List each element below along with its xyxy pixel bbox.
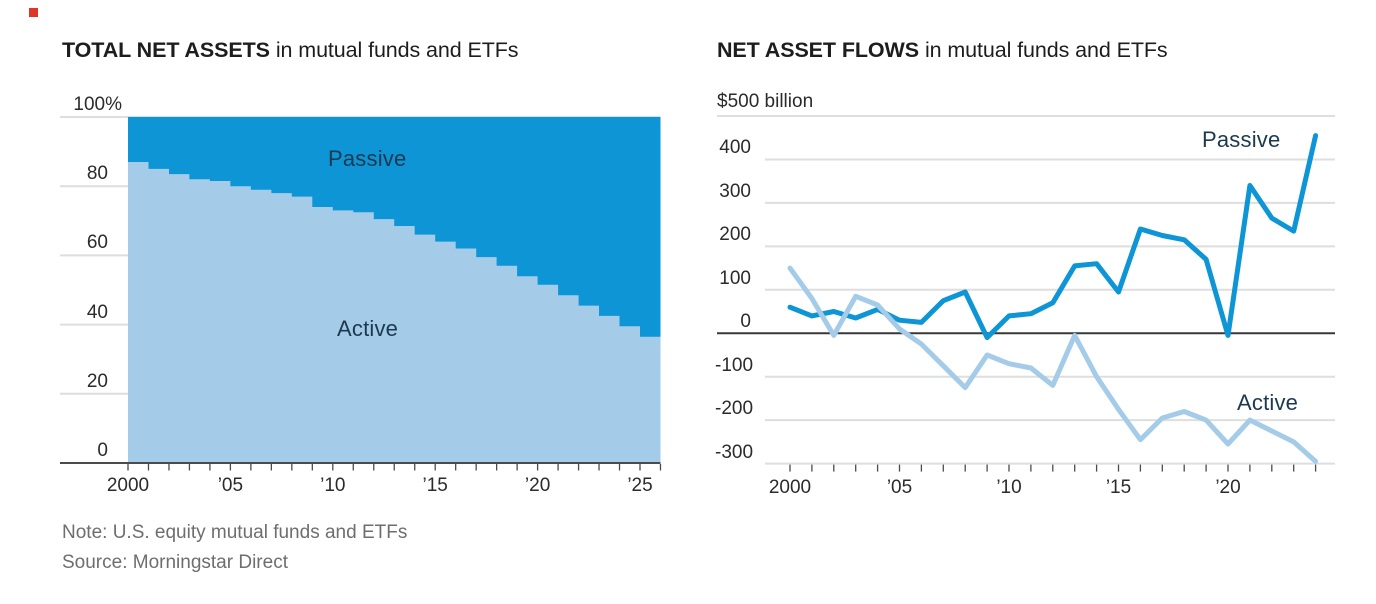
right-x-axis-label: ’15 bbox=[1105, 476, 1132, 498]
source-text: Source: Morningstar Direct bbox=[62, 552, 288, 573]
right-active-line-label: Active bbox=[1237, 390, 1299, 415]
right-x-axis-label: ’05 bbox=[886, 476, 913, 498]
left-active-area-label: Active bbox=[337, 316, 399, 341]
right-y-axis-label: 300 bbox=[719, 180, 751, 202]
right-y-axis-label: 100 bbox=[719, 267, 751, 289]
right-chart-title-rest: in mutual funds and ETFs bbox=[924, 38, 1168, 62]
right-x-axis-label: ’10 bbox=[996, 476, 1022, 498]
stacked-area-plot bbox=[60, 116, 662, 471]
left-y-axis-label: 60 bbox=[86, 232, 108, 254]
left-x-axis-label: 2000 bbox=[106, 475, 150, 496]
left-chart-title-bold: TOTAL NET ASSETS bbox=[62, 38, 270, 62]
left-chart-title-rest: in mutual funds and ETFs bbox=[275, 38, 519, 62]
right-y-axis-label: 200 bbox=[719, 224, 751, 246]
left-y-axis-label: 100% bbox=[73, 94, 122, 115]
left-x-axis-label: ’25 bbox=[627, 475, 653, 496]
right-y-axis-label: -200 bbox=[715, 398, 754, 420]
left-y-axis-label: 80 bbox=[86, 163, 108, 185]
right-y-axis-label: 400 bbox=[719, 137, 751, 159]
left-x-axis-label: ’15 bbox=[422, 475, 448, 496]
right-y-axis-unit-label: $500 billion bbox=[717, 91, 814, 112]
net-asset-flows-chart: Passive Active $500 billion 400 300 200 100 0… bbox=[715, 85, 1375, 520]
right-passive-line-label: Passive bbox=[1202, 127, 1281, 152]
right-y-axis-label: -100 bbox=[715, 354, 754, 376]
right-y-axis-label: -300 bbox=[715, 441, 754, 463]
right-x-axis-label: 2000 bbox=[768, 476, 812, 498]
right-chart-title: NET ASSET FLOWS in mutual funds and ETFs bbox=[717, 38, 1168, 68]
total-net-assets-chart: Passive Active 100% 80 60 40 20 0 2000 ’05 ’10 ’1… bbox=[60, 90, 690, 515]
left-y-axis-label: 0 bbox=[97, 440, 108, 461]
right-y-axis-label: 0 bbox=[740, 311, 751, 333]
right-chart-title-bold: NET ASSET FLOWS bbox=[717, 38, 919, 62]
right-x-axis-label: ’20 bbox=[1215, 476, 1241, 498]
line-plot bbox=[717, 115, 1335, 472]
left-x-axis-label: ’20 bbox=[524, 475, 551, 496]
left-y-axis-label: 40 bbox=[86, 301, 108, 323]
left-x-axis-label: ’05 bbox=[217, 475, 244, 496]
left-x-axis-label: ’10 bbox=[320, 475, 346, 496]
left-chart-title: TOTAL NET ASSETS in mutual funds and ETFs bbox=[62, 38, 519, 68]
left-passive-area-label: Passive bbox=[328, 146, 407, 171]
left-y-axis-label: 20 bbox=[86, 370, 108, 392]
red-square-icon bbox=[29, 8, 38, 17]
note-text: Note: U.S. equity mutual funds and ETFs bbox=[62, 522, 408, 543]
